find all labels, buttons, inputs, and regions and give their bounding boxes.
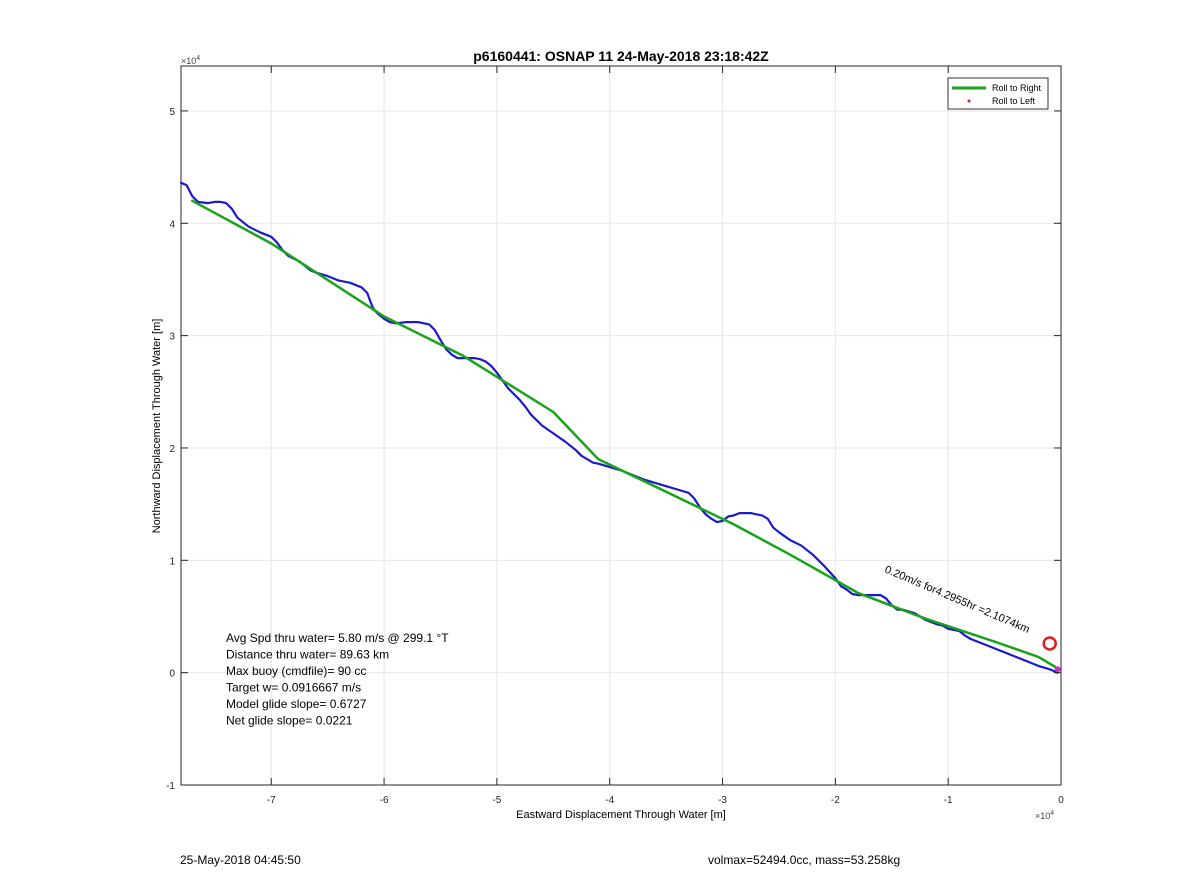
marker-layer — [1042, 636, 1061, 673]
end-circle-marker — [1042, 636, 1057, 651]
y-tick-label: 4 — [169, 219, 175, 230]
x-tick-label: -5 — [492, 795, 501, 806]
y-tick-label: 1 — [169, 556, 175, 567]
stats-line: Model glide slope= 0.6727 — [226, 697, 367, 711]
x-tick-label: -4 — [605, 795, 614, 806]
y-axis-label: Northward Displacement Through Water [m] — [151, 319, 163, 534]
x-tick-label: -7 — [267, 795, 276, 806]
x-tick-label: -3 — [718, 795, 727, 806]
legend-swatch-roll-left — [967, 99, 971, 103]
chart-title: p6160441: OSNAP 11 24-May-2018 23:18:42Z — [473, 48, 769, 64]
y-tick-label: 0 — [169, 669, 175, 680]
stats-line: Max buoy (cmdfile)= 90 cc — [226, 664, 366, 678]
series-roll-right-line — [191, 199, 1057, 669]
stats-annotations: Avg Spd thru water= 5.80 m/s @ 299.1 °T D… — [226, 631, 449, 728]
end-dot-marker — [1054, 666, 1061, 673]
legend-label-roll-right: Roll to Right — [992, 83, 1042, 93]
y-tick-label: 2 — [169, 444, 175, 455]
stats-line: Avg Spd thru water= 5.80 m/s @ 299.1 °T — [226, 631, 449, 645]
stats-line: Distance thru water= 89.63 km — [226, 648, 389, 662]
x-tick-label: -1 — [944, 795, 953, 806]
footer-timestamp: 25-May-2018 04:45:50 — [180, 853, 301, 867]
x-exponent-label: ×104 — [1035, 810, 1054, 821]
axis-ticks: -7 -6 -5 -4 -3 -2 -1 0 -1 0 1 2 3 4 5 — [166, 66, 1064, 806]
x-tick-label: -2 — [831, 795, 840, 806]
plot-frame — [180, 65, 1062, 786]
plot-area — [181, 66, 1061, 785]
y-tick-label: 3 — [169, 332, 175, 343]
x-axis-label: Eastward Displacement Through Water [m] — [516, 809, 726, 821]
y-tick-label: 5 — [169, 107, 175, 118]
stats-line: Target w= 0.0916667 m/s — [226, 681, 361, 695]
legend: Roll to Right Roll to Left — [947, 77, 1049, 110]
legend-box — [947, 77, 1049, 110]
stats-line: Net glide slope= 0.0221 — [226, 714, 353, 728]
legend-label-roll-left: Roll to Left — [992, 96, 1036, 106]
series-layer — [179, 181, 1059, 674]
y-tick-label: -1 — [166, 781, 175, 792]
x-tick-label: 0 — [1058, 795, 1064, 806]
footer-vol-mass: volmax=52494.0cc, mass=53.258kg — [708, 853, 901, 867]
x-tick-label: -6 — [380, 795, 389, 806]
y-exponent-label: ×104 — [181, 55, 200, 66]
